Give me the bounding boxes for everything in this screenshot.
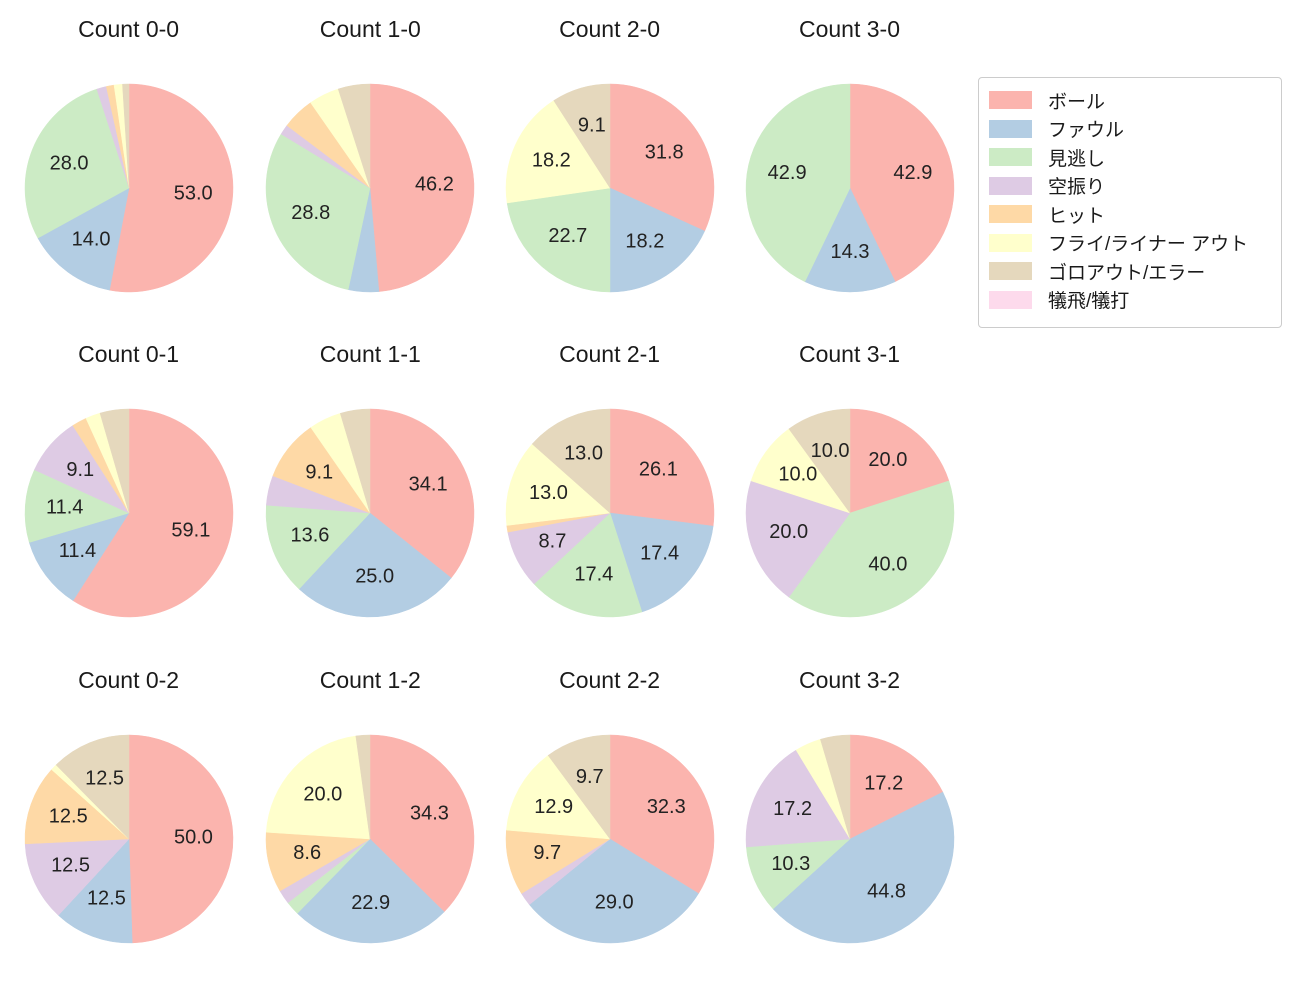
svg-text:11.4: 11.4 <box>46 497 83 519</box>
svg-text:11.4: 11.4 <box>58 540 95 562</box>
svg-text:13.0: 13.0 <box>529 482 568 504</box>
svg-text:12.5: 12.5 <box>85 768 124 790</box>
svg-text:14.3: 14.3 <box>830 240 869 262</box>
svg-text:20.0: 20.0 <box>868 449 907 471</box>
svg-text:12.5: 12.5 <box>48 806 87 828</box>
svg-text:10.0: 10.0 <box>778 463 817 485</box>
svg-text:32.3: 32.3 <box>646 796 685 818</box>
svg-text:59.1: 59.1 <box>171 519 210 541</box>
svg-text:40.0: 40.0 <box>868 553 907 575</box>
svg-text:9.7: 9.7 <box>575 766 603 788</box>
svg-text:12.5: 12.5 <box>87 888 126 910</box>
svg-text:17.2: 17.2 <box>773 798 812 820</box>
svg-text:53.0: 53.0 <box>173 182 212 204</box>
svg-text:34.3: 34.3 <box>410 803 449 825</box>
svg-text:9.7: 9.7 <box>533 842 561 864</box>
svg-text:28.0: 28.0 <box>49 152 88 174</box>
svg-text:42.9: 42.9 <box>893 161 932 183</box>
svg-text:25.0: 25.0 <box>355 566 394 588</box>
svg-text:10.3: 10.3 <box>771 853 810 875</box>
svg-text:10.0: 10.0 <box>810 440 849 462</box>
svg-text:22.9: 22.9 <box>351 892 390 914</box>
svg-text:12.9: 12.9 <box>534 796 573 818</box>
svg-text:44.8: 44.8 <box>867 881 906 903</box>
svg-text:14.0: 14.0 <box>71 228 110 250</box>
svg-text:18.2: 18.2 <box>625 230 664 252</box>
svg-text:17.4: 17.4 <box>640 542 679 564</box>
svg-text:12.5: 12.5 <box>51 855 90 877</box>
svg-text:34.1: 34.1 <box>409 473 448 495</box>
svg-text:13.0: 13.0 <box>564 442 603 464</box>
svg-text:20.0: 20.0 <box>769 521 808 543</box>
svg-text:29.0: 29.0 <box>594 892 633 914</box>
svg-text:20.0: 20.0 <box>304 784 343 806</box>
svg-text:8.6: 8.6 <box>294 842 322 864</box>
svg-text:17.4: 17.4 <box>574 564 613 586</box>
svg-text:13.6: 13.6 <box>291 525 330 547</box>
svg-text:22.7: 22.7 <box>548 225 587 247</box>
svg-text:42.9: 42.9 <box>767 161 806 183</box>
svg-text:46.2: 46.2 <box>415 173 454 195</box>
svg-text:28.8: 28.8 <box>292 201 331 223</box>
svg-text:18.2: 18.2 <box>531 149 570 171</box>
svg-text:9.1: 9.1 <box>306 461 334 483</box>
svg-text:8.7: 8.7 <box>538 530 566 552</box>
svg-text:31.8: 31.8 <box>644 141 683 163</box>
svg-text:17.2: 17.2 <box>864 773 903 795</box>
svg-text:50.0: 50.0 <box>174 826 213 848</box>
svg-text:26.1: 26.1 <box>639 459 678 481</box>
svg-text:9.1: 9.1 <box>578 114 606 136</box>
svg-text:9.1: 9.1 <box>66 459 94 481</box>
